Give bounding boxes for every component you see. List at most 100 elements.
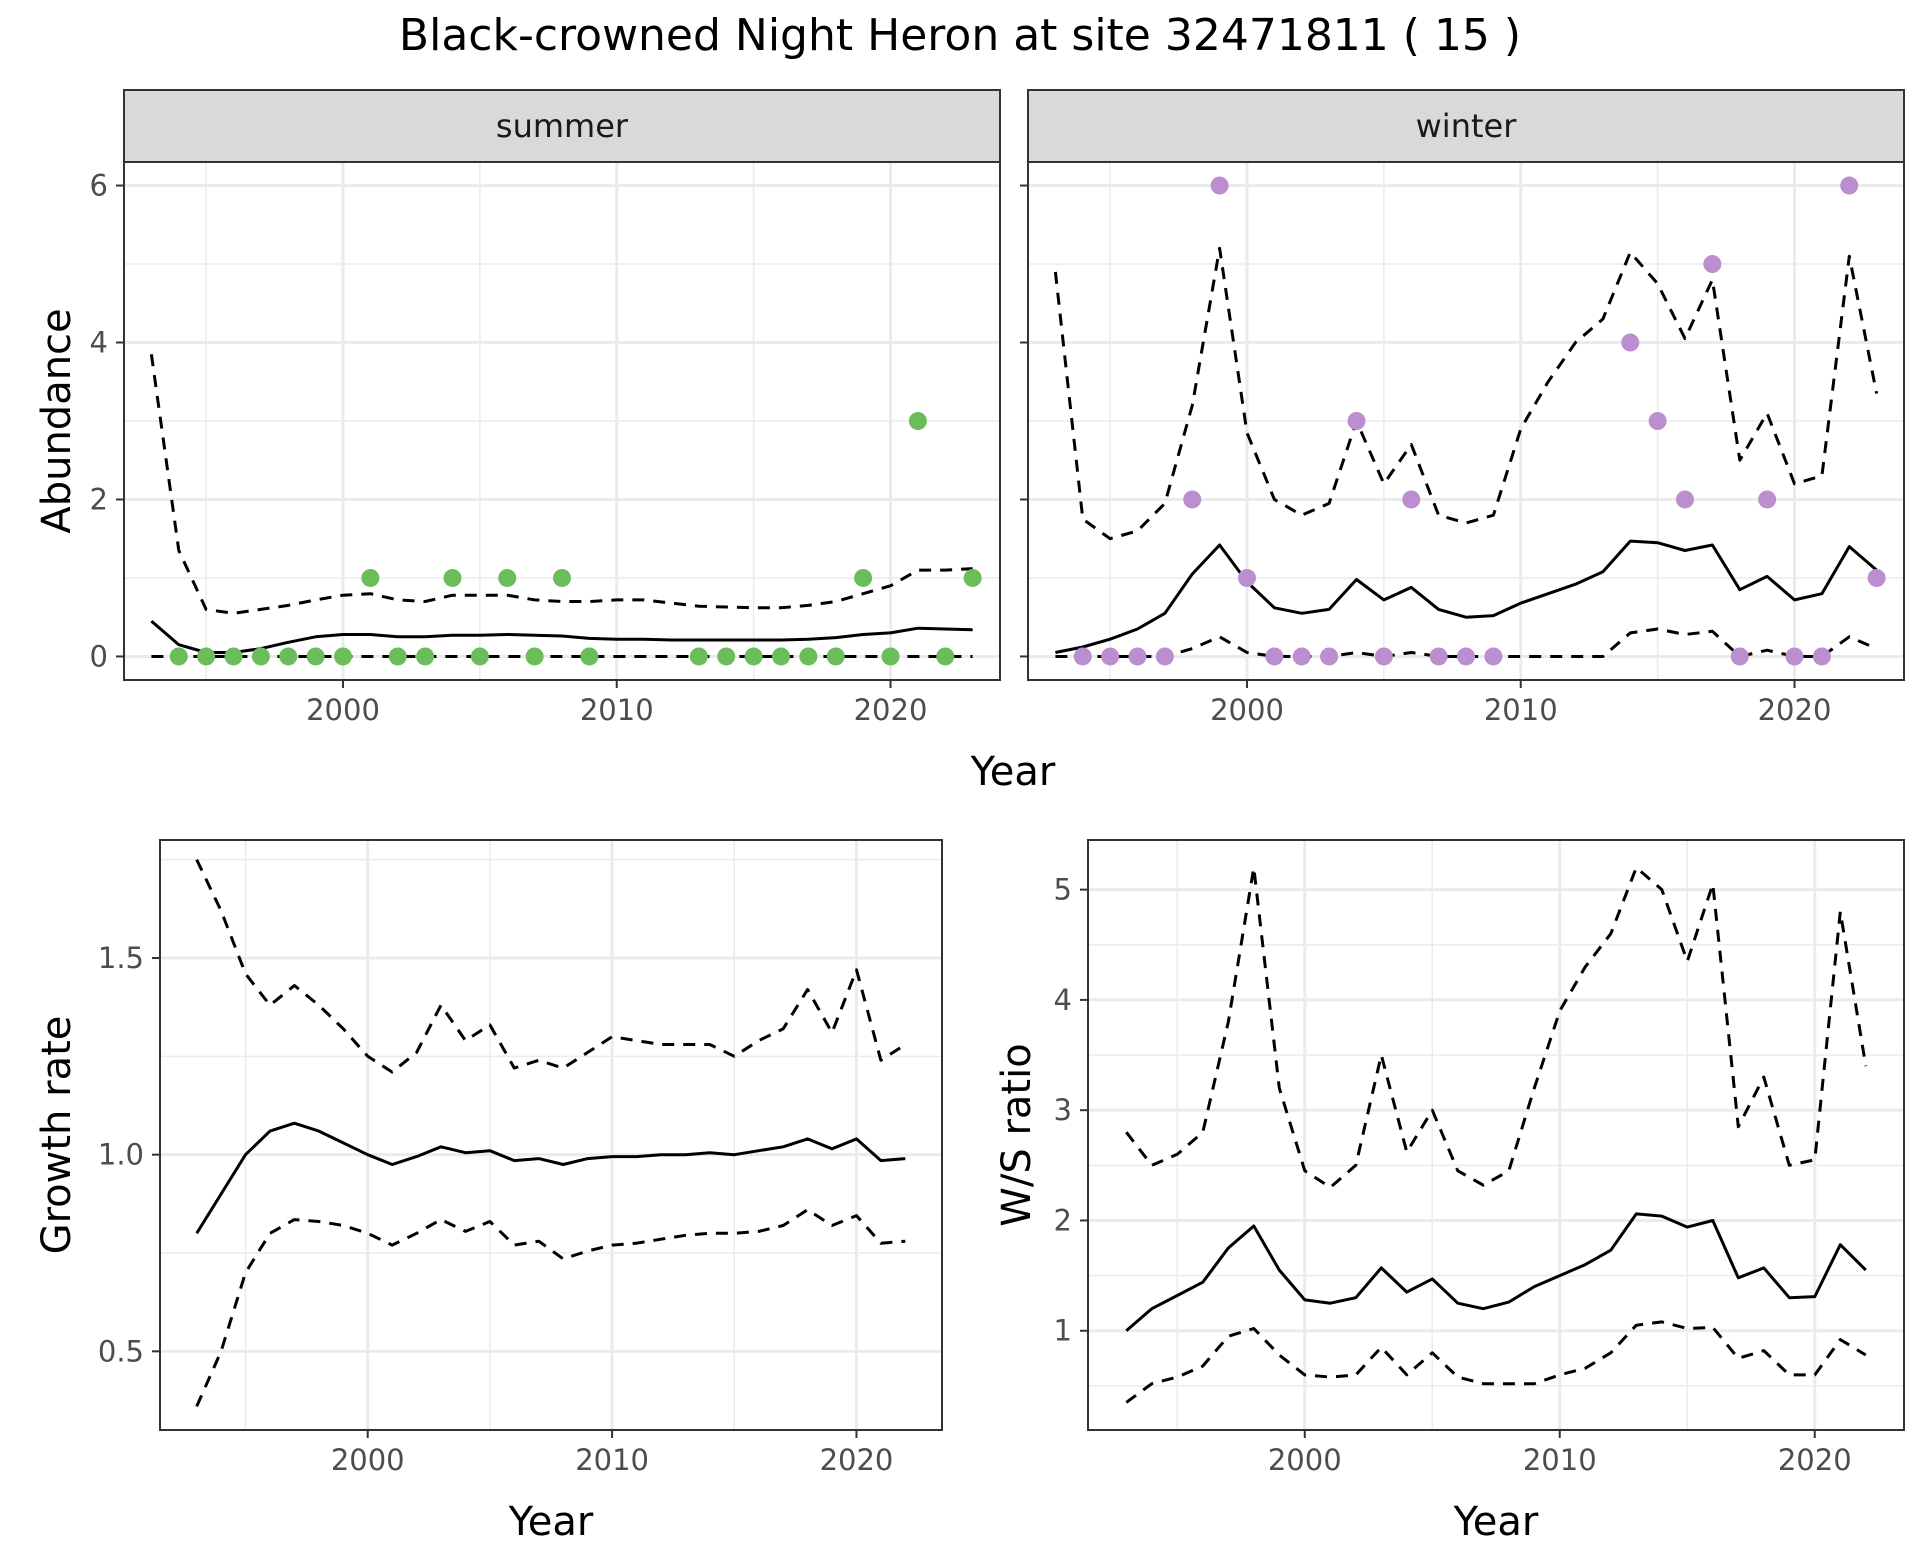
- data-point: [1812, 647, 1831, 666]
- x-axis-title: Year: [508, 1499, 594, 1545]
- series-line-lower: [195, 1208, 906, 1408]
- data-point: [963, 568, 982, 587]
- data-point: [1402, 490, 1421, 509]
- y-axis-title: Growth rate: [34, 1016, 80, 1255]
- series-line-mean: [195, 1121, 906, 1235]
- x-tick-label: 2010: [580, 693, 654, 727]
- y-tick-label: 6: [90, 169, 108, 203]
- y-axis-title: W/S ratio: [994, 1043, 1040, 1226]
- data-point: [1676, 490, 1694, 509]
- data-point: [1210, 176, 1229, 195]
- data-point: [772, 647, 790, 666]
- facet-label: winter: [1416, 107, 1518, 145]
- data-point: [416, 647, 435, 666]
- series-line-lower: [1125, 1320, 1867, 1404]
- x-tick-label: 2010: [1484, 693, 1558, 727]
- data-point: [470, 647, 489, 666]
- plot-background: [1088, 840, 1904, 1430]
- data-point: [279, 647, 298, 666]
- data-point: [689, 647, 708, 666]
- series-line-upper: [1053, 246, 1879, 541]
- y-tick-label: 4: [90, 326, 108, 360]
- x-tick-label: 2000: [306, 693, 380, 727]
- data-point: [443, 568, 462, 587]
- series-line-mean: [1125, 1212, 1867, 1332]
- data-point: [1621, 333, 1640, 352]
- data-point: [1758, 490, 1777, 509]
- page-title: Black-crowned Night Heron at site 324718…: [399, 10, 1521, 61]
- y-tick-label: 1.5: [98, 941, 144, 975]
- x-tick-label: 2020: [820, 1443, 894, 1477]
- data-point: [854, 568, 873, 587]
- data-point: [1238, 568, 1256, 587]
- y-tick-label: 2: [90, 482, 108, 516]
- data-point: [580, 647, 599, 666]
- data-point: [1347, 412, 1366, 430]
- x-tick-label: 2020: [1758, 693, 1832, 727]
- y-tick-label: 1: [1054, 1314, 1072, 1348]
- x-tick-label: 2000: [1210, 693, 1284, 727]
- plot-background: [160, 840, 942, 1430]
- x-tick-label: 2010: [575, 1443, 649, 1477]
- x-tick-label: 2000: [331, 1443, 405, 1477]
- data-point: [1265, 647, 1284, 666]
- data-point: [1429, 647, 1448, 666]
- data-point: [936, 647, 955, 666]
- data-point: [1292, 647, 1311, 666]
- series-line-mean: [1055, 539, 1878, 654]
- data-point: [197, 647, 216, 666]
- x-tick-label: 2010: [1523, 1443, 1597, 1477]
- data-point: [881, 647, 900, 666]
- x-tick-label: 2000: [1268, 1443, 1342, 1477]
- data-point: [1457, 647, 1475, 666]
- y-axis-title: Abundance: [34, 308, 80, 533]
- y-tick-label: 1.0: [98, 1138, 144, 1172]
- y-tick-label: 0: [90, 639, 108, 673]
- data-point: [1484, 647, 1503, 666]
- series-line-upper: [149, 354, 973, 615]
- panel-growth-rate: 2000 2010 2020 0.5 1.0 1.5 Growth rate Year: [34, 839, 943, 1545]
- data-point: [334, 647, 352, 666]
- data-point: [717, 647, 736, 666]
- data-point: [388, 647, 407, 666]
- y-tick-label: 5: [1054, 873, 1072, 907]
- x-tick-label: 2020: [1778, 1443, 1852, 1477]
- data-point: [1320, 647, 1339, 666]
- facet-strip: [123, 89, 1001, 163]
- panel-ws-ratio: 2000 2010 2020 1 2 3 4 5 W/S ratio Year: [994, 839, 1905, 1545]
- panel-border: [1087, 839, 1905, 1431]
- data-point: [1867, 568, 1886, 587]
- data-point: [908, 412, 927, 430]
- y-tick-label: 2: [1054, 1203, 1072, 1237]
- data-point: [1183, 490, 1202, 509]
- data-point: [1155, 647, 1174, 666]
- data-point: [169, 647, 188, 666]
- data-point: [744, 647, 763, 666]
- y-tick-label: 0.5: [98, 1334, 144, 1368]
- series-line-upper: [195, 859, 907, 1074]
- data-point: [361, 568, 380, 587]
- series-line-mean: [150, 619, 973, 654]
- data-point: [1374, 647, 1393, 666]
- y-tick-label: 4: [1054, 983, 1072, 1017]
- facet-label: summer: [496, 107, 629, 145]
- data-point: [1730, 647, 1749, 666]
- y-tick-label: 3: [1054, 1093, 1072, 1127]
- data-point: [1785, 647, 1804, 666]
- abundance-x-axis-title: Year: [970, 749, 1056, 795]
- data-point: [1073, 647, 1092, 666]
- data-point: [498, 568, 517, 587]
- facet-strip: [1027, 89, 1905, 163]
- data-point: [1128, 647, 1147, 666]
- data-point: [224, 647, 243, 666]
- data-point: [525, 647, 544, 666]
- data-point: [553, 568, 571, 587]
- data-point: [799, 647, 818, 666]
- data-point: [251, 647, 270, 666]
- panel-abundance-winter: winter 2000 2010 2020: [1020, 89, 1905, 727]
- data-point: [1648, 412, 1667, 430]
- series-line-upper: [1125, 866, 1868, 1189]
- panel-abundance-summer: summer 2000 2010 2020 0 2 4 6 Abundance: [34, 89, 1001, 727]
- data-point: [826, 647, 845, 666]
